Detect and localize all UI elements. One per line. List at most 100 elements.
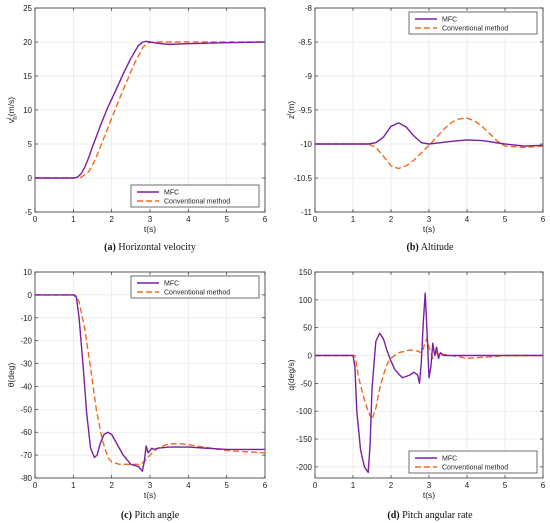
chart-panel-3: 0 1 2 3 4 5 6 -80 -70 -60 -50 -40 -30 -20 -10 0 10 t(s) θ(…	[6, 268, 268, 521]
y-tick-label: 20	[23, 38, 32, 47]
y-axis-label-main: q(deg/s)	[286, 359, 296, 390]
y-tick-label: 150	[299, 268, 313, 277]
x-tick-label: 6	[541, 481, 546, 490]
chart-panel-1: 0 1 2 3 4 5 6-50510152025t(s)vlh(m/s)MFCConven…	[6, 4, 268, 253]
panel-caption-letter: (d)	[387, 510, 399, 521]
series-line-1	[35, 40, 265, 179]
chart-panel-4: 0 1 2 3 4 5 6 -200 -150 -100 -50 0 50 100 150 t(s) q(deg…	[286, 268, 546, 521]
legend-entry-label: MFC	[164, 281, 179, 288]
y-tick-label: -80	[20, 474, 32, 483]
x-tick-label: 2	[389, 215, 394, 224]
panel-caption: (d) Pitch angular rate	[387, 510, 473, 521]
x-tick-label: 0	[313, 481, 318, 490]
y-tick-label: -10	[300, 140, 312, 149]
y-tick-label: -20	[20, 337, 32, 346]
series-line-2	[35, 294, 265, 465]
legend-entry-label: Conventional method	[442, 26, 508, 33]
series-line-2	[315, 117, 543, 170]
y-tick-label: -9.5	[298, 106, 312, 115]
legend-box	[130, 275, 260, 299]
x-tick-label: 1	[71, 481, 76, 490]
panel-caption-text: Pitch angular rate	[400, 510, 474, 521]
x-tick-label: 2	[389, 481, 394, 490]
legend-entry-label: Conventional method	[164, 199, 230, 206]
y-tick-label: 0	[28, 174, 33, 183]
panel-caption: (b) Altitude	[407, 242, 455, 253]
x-axis-label: t(s)	[423, 224, 435, 234]
y-tick-label: 15	[23, 72, 32, 81]
legend-entry-label: Conventional method	[164, 290, 230, 297]
x-tick-label: 3	[427, 481, 432, 490]
y-tick-label: -50	[300, 379, 312, 388]
y-axis-label: q(deg/s)	[286, 359, 296, 390]
y-axis-label-superscript: l	[287, 114, 293, 115]
x-tick-label: 2	[109, 481, 114, 490]
y-tick-label: 25	[23, 4, 32, 13]
y-axis-label-main: z	[286, 115, 296, 119]
y-tick-label: -30	[20, 360, 32, 369]
y-axis-label: zl(m)	[286, 101, 296, 120]
legend-entry-label: MFC	[164, 190, 179, 197]
y-axis-label-unit: (m/s)	[6, 97, 16, 117]
y-tick-label: -40	[20, 382, 32, 391]
x-axis-label: t(s)	[144, 490, 156, 500]
x-axis-label: t(s)	[423, 490, 435, 500]
legend: MFC Conventional method	[408, 450, 538, 474]
y-tick-label: 0	[308, 352, 313, 361]
y-tick-label: -200	[296, 463, 313, 472]
y-tick-label: -10	[20, 314, 32, 323]
x-tick-label: 3	[148, 215, 153, 224]
legend-entry-label: Conventional method	[442, 465, 508, 472]
legend: MFC Conventional method	[130, 275, 260, 299]
x-tick-label: 4	[186, 481, 191, 490]
y-tick-label: 10	[23, 106, 32, 115]
y-tick-label: -9	[305, 72, 313, 81]
x-tick-label: 3	[427, 215, 432, 224]
x-tick-label: 1	[71, 215, 76, 224]
y-tick-label: 0	[28, 291, 33, 300]
x-tick-label: 1	[351, 481, 356, 490]
panel-caption: (c) Pitch angle	[121, 510, 180, 521]
x-tick-label: 0	[313, 215, 318, 224]
x-tick-label: 6	[263, 481, 268, 490]
panel-caption-text: Altitude	[419, 242, 454, 253]
x-tick-label: 5	[503, 481, 508, 490]
y-tick-label: -150	[296, 435, 313, 444]
series-group	[315, 292, 543, 474]
y-axis-label-superscript: l	[7, 118, 13, 119]
y-tick-label: 5	[28, 140, 33, 149]
series-line-2	[35, 41, 265, 179]
legend-box	[130, 184, 260, 208]
y-tick-label: 100	[299, 296, 313, 305]
x-tick-label: 6	[263, 215, 268, 224]
panel-caption-letter: (a)	[104, 242, 116, 253]
x-axis-label: t(s)	[144, 224, 156, 234]
y-tick-label: 10	[23, 268, 32, 277]
y-tick-label: -60	[20, 428, 32, 437]
y-tick-label: -8	[305, 4, 313, 13]
panel-caption-letter: (c)	[121, 510, 132, 521]
x-tick-label: 4	[465, 215, 470, 224]
x-tick-label: 4	[465, 481, 470, 490]
series-line-1	[315, 122, 543, 147]
panel-caption-letter: (b)	[407, 242, 419, 253]
panel-caption: (a) Horizontal velocity	[104, 242, 196, 253]
x-tick-label: 4	[186, 215, 191, 224]
legend: MFC Conventional method	[130, 184, 260, 208]
y-axis-label-main: θ(deg)	[6, 363, 16, 388]
series-line-1	[35, 294, 265, 472]
y-tick-label: -8.5	[298, 38, 312, 47]
series-group	[35, 294, 265, 472]
x-tick-label: 5	[503, 215, 508, 224]
panel-caption-text: Horizontal velocity	[116, 242, 196, 253]
y-axis-label-subscript: h	[13, 116, 19, 119]
x-tick-label: 5	[224, 481, 229, 490]
chart-panel-2: 0 1 2 3 4 5 6 -11 -10.5 -10 -9.5 -9 -8.5 -8 t(s) zl(m) M…	[286, 4, 546, 253]
x-tick-label: 5	[224, 215, 229, 224]
y-axis-label-unit: (m)	[286, 101, 296, 114]
x-tick-label: 1	[351, 215, 356, 224]
legend-box	[408, 450, 538, 474]
y-tick-label: -5	[25, 208, 33, 217]
y-tick-label: -50	[20, 405, 32, 414]
